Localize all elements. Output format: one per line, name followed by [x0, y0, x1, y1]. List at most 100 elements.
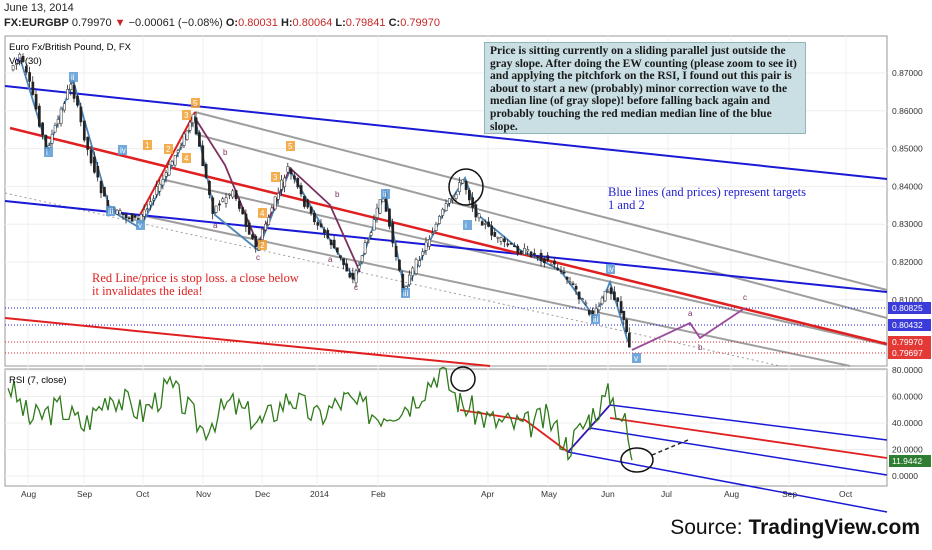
price-tick-label: 0.85000: [892, 144, 923, 154]
red-line-note: Red Line/price is stop loss. a close bel…: [92, 271, 299, 298]
candle: [428, 235, 431, 250]
candle: [158, 179, 162, 196]
candle: [182, 131, 186, 148]
candle: [474, 200, 478, 222]
rsi-current-tag: [889, 455, 931, 467]
candle: [336, 247, 339, 255]
candle: [354, 268, 358, 288]
candle: [378, 199, 382, 215]
blue-lower-line: [4, 200, 888, 293]
candle: [411, 266, 415, 282]
rsi-pane[interactable]: [4, 368, 888, 487]
candle: [319, 219, 323, 229]
candle: [149, 196, 152, 211]
wave-label: a: [688, 309, 693, 318]
wave-label: c: [743, 293, 747, 302]
time-tick-label: Oct: [839, 489, 853, 499]
candle: [306, 198, 310, 210]
candle: [53, 122, 57, 133]
price-tick-label: 0.81000: [892, 295, 923, 305]
candle: [391, 218, 395, 248]
svg-text:ii: ii: [71, 73, 75, 82]
candle: [562, 267, 566, 275]
wave-label: b: [335, 190, 340, 199]
blue-lines-note: Blue lines (and prices) represent target…: [608, 185, 806, 212]
candle: [418, 255, 421, 268]
price-tag: [888, 319, 931, 331]
rsi-blue-upper: [609, 404, 888, 441]
candle: [493, 228, 497, 238]
candle: [293, 171, 296, 184]
candle: [424, 237, 428, 255]
time-tick-label: Oct: [136, 489, 150, 499]
candle: [553, 256, 556, 269]
candle: [21, 53, 25, 64]
candle: [556, 263, 560, 271]
candle: [616, 297, 620, 307]
symbol-label[interactable]: FX:EURGBP: [4, 17, 69, 29]
source-credit: Source: TradingView.com: [670, 516, 920, 540]
time-tick-label: Sep: [77, 489, 92, 499]
wave-label: 1: [143, 140, 152, 150]
candle: [82, 120, 86, 143]
candle: [600, 295, 604, 306]
wave-label: b: [223, 148, 228, 157]
rsi-peak-circle: [450, 366, 476, 392]
price-axis: 0.87000 0.86000 0.85000 0.84000 0.83000 0.820…: [892, 68, 923, 305]
candle: [115, 209, 119, 215]
candle: [221, 196, 225, 203]
candle: [584, 300, 588, 306]
candle: [348, 267, 352, 279]
rsi-tick-label: 60.0000: [892, 392, 923, 402]
candle: [461, 179, 465, 185]
candle: [299, 182, 303, 198]
time-tick-label: Jul: [661, 489, 672, 499]
candle: [496, 236, 500, 244]
candle: [133, 215, 137, 222]
candle: [543, 257, 546, 268]
time-tick-label: 2014: [310, 489, 329, 499]
candle: [606, 289, 610, 294]
volume-label: Vol (30): [9, 56, 42, 67]
candle: [398, 259, 401, 273]
candle: [577, 291, 581, 305]
candle: [526, 245, 530, 255]
grid-lines: [5, 36, 887, 486]
candle: [549, 262, 553, 266]
candle: [76, 94, 79, 108]
candle: [546, 252, 550, 263]
rsi-tick-label: 80.0000: [892, 365, 923, 375]
candle: [99, 179, 103, 198]
candle: [506, 239, 510, 248]
candle: [31, 76, 35, 96]
wave-label: 2: [258, 240, 267, 250]
rsi-low-circle: [620, 447, 654, 473]
wave-label: iv: [606, 264, 615, 274]
candle: [152, 195, 155, 206]
candle: [280, 174, 283, 196]
candle: [214, 205, 218, 214]
price-tag: [888, 336, 931, 348]
time-tick-label: Nov: [196, 489, 212, 499]
candle: [93, 151, 96, 174]
candle: [519, 249, 523, 255]
svg-text:i: i: [46, 148, 48, 157]
candle: [204, 162, 208, 179]
high-label: H:: [280, 17, 293, 29]
candle: [372, 214, 376, 231]
candle: [339, 255, 342, 261]
svg-text:iii: iii: [593, 315, 599, 324]
wave-label: 3: [271, 172, 280, 182]
candle: [96, 161, 100, 182]
wave-label: v: [16, 55, 20, 64]
time-axis: Aug Sep Oct Nov Dec 2014 Feb Apr May Jun Jul Aug Sep…: [21, 489, 853, 499]
candle: [414, 257, 418, 276]
candle: [211, 195, 215, 220]
svg-text:v: v: [634, 354, 638, 363]
close-value: 0.79970: [400, 17, 440, 29]
svg-text:2: 2: [166, 145, 171, 154]
candle: [529, 250, 533, 258]
candle: [11, 64, 15, 72]
